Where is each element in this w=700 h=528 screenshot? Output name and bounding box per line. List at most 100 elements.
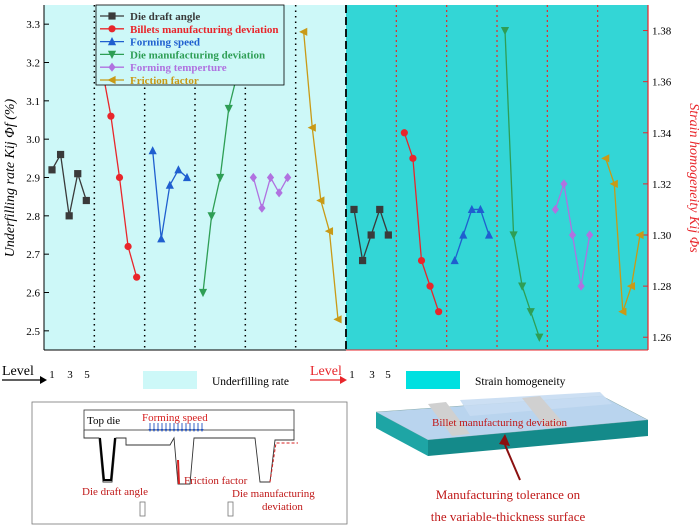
underfilling-series-0 (48, 150, 90, 220)
underfilling-point (249, 172, 257, 183)
underfilling-point (74, 170, 82, 178)
right-level-tick-1: 1 (349, 369, 355, 381)
legend-entry: Billets manufacturing deviation (130, 24, 279, 36)
right-y-axis-label: Strain homogeneity Kij Φs (686, 103, 700, 253)
right-y-tick-label: 1.32 (652, 179, 671, 191)
speed-arrow-head (160, 429, 164, 432)
strain-point (500, 26, 510, 36)
right-y-tick-label: 1.36 (652, 77, 672, 89)
strain-point (518, 282, 527, 291)
underfilling-point (174, 165, 183, 174)
speed-arrow-head (200, 429, 204, 432)
legend-marker (108, 62, 116, 72)
right-y-axis: 1.26 1.28 1.30 1.32 1.34 1.36 1.38 Strain homo… (643, 5, 700, 350)
speed-arrow-head (148, 429, 152, 432)
tolerance-pointer-head (499, 434, 510, 446)
left-y-ticks: 2.5 2.6 2.7 2.8 2.9 3.0 3.1 3.2 3.3 (26, 19, 49, 338)
legend-marker (108, 25, 116, 33)
underfilling-point (107, 112, 115, 120)
strain-series-3 (500, 26, 544, 342)
ejector-pin-1 (139, 501, 146, 517)
underfilling-point (82, 196, 90, 205)
die-manufacturing-deviation-label-1: Die manufacturing (232, 488, 315, 500)
legend-entry: Forming speed (130, 37, 200, 49)
speed-arrow-head (192, 429, 196, 432)
strain-point (450, 255, 459, 265)
right-y-tick-label: 1.38 (652, 26, 672, 38)
underfilling-point (48, 166, 56, 174)
strain-swatch (406, 371, 460, 389)
underfilling-point (165, 180, 174, 189)
strain-background (346, 5, 648, 350)
strain-point (535, 333, 544, 342)
tolerance-label-1: Manufacturing tolerance on (436, 487, 581, 502)
speed-arrow-head (168, 429, 172, 432)
strain-point (435, 308, 443, 316)
strain-point (459, 230, 468, 239)
legend-box (95, 4, 285, 86)
strain-series-5 (601, 154, 644, 316)
strain-point (626, 282, 636, 291)
right-y-tick-label: 1.28 (652, 281, 672, 293)
left-level-tick-5: 5 (84, 369, 90, 381)
legend-marker (107, 75, 116, 85)
left-y-tick-label: 2.8 (26, 211, 40, 223)
speed-arrow-head (180, 429, 184, 432)
left-y-tick-label: 3.0 (26, 134, 40, 146)
top-die-label: Top die (87, 415, 120, 427)
speed-arrow-head (172, 429, 176, 432)
underfilling-point (284, 172, 292, 183)
left-y-tick-label: 2.9 (26, 173, 40, 185)
underfilling-series-2 (148, 146, 192, 243)
strain-point (586, 230, 594, 240)
strain-series-1 (400, 129, 443, 316)
left-y-tick-label: 2.7 (26, 249, 40, 261)
ejector-pin-2 (227, 501, 234, 517)
underfilling-point (333, 315, 342, 324)
right-y-ticks: 1.26 1.28 1.30 1.32 1.34 1.36 1.38 (643, 26, 672, 344)
speed-arrow-head (156, 429, 160, 432)
group-separators (93, 5, 599, 350)
underfilling-point (65, 212, 73, 220)
right-level-tick-5: 5 (385, 369, 391, 381)
speed-arrow-head (152, 429, 156, 432)
speed-arrow-head (176, 429, 180, 432)
underfilling-point (216, 173, 225, 183)
strain-point (376, 205, 384, 214)
left-level-axis: Level 1 3 5 (2, 364, 90, 384)
right-level-axis: Level 1 3 5 (310, 364, 391, 384)
strain-point (560, 179, 568, 189)
die-diagram-frame (31, 401, 348, 525)
legend-entry: Die manufacturing deviation (130, 49, 265, 61)
underfilling-series (48, 27, 342, 324)
strain-point (350, 205, 358, 214)
left-y-tick-label: 3.3 (26, 19, 40, 31)
die-draft-angle-label: Die draft angle (82, 486, 148, 498)
strain-point (384, 231, 392, 239)
strain-point (417, 256, 426, 265)
underfilling-point (182, 172, 192, 182)
draft-angle-marker (99, 437, 116, 481)
left-y-axis: 2.5 2.6 2.7 2.8 2.9 3.0 3.1 3.2 3.3 Underfilling… (3, 5, 49, 350)
billet-side-face (428, 420, 648, 456)
strain-point (577, 281, 585, 291)
strain-series-4 (551, 179, 594, 291)
underfilling-point (115, 173, 124, 182)
speed-arrow-head (188, 429, 192, 432)
underfilling-swatch-label: Underfilling rate (212, 376, 289, 388)
left-y-tick-label: 3.1 (26, 96, 40, 108)
friction-marker (177, 459, 180, 485)
die-diagram: Top die Forming speed Die draft angle Fr… (31, 401, 348, 525)
strain-series-2 (450, 204, 494, 265)
strain-point (509, 231, 518, 240)
underfilling-series-5 (299, 27, 342, 324)
strain-point (551, 204, 559, 215)
underfilling-point (56, 150, 65, 159)
underfilling-point (224, 104, 233, 114)
strain-point (426, 282, 434, 290)
billet-ramp-2 (522, 396, 566, 428)
underfilling-point (157, 234, 166, 243)
left-level-tick-1: 1 (49, 369, 55, 381)
right-y-tick-label: 1.30 (652, 230, 672, 242)
strain-point (526, 308, 535, 317)
